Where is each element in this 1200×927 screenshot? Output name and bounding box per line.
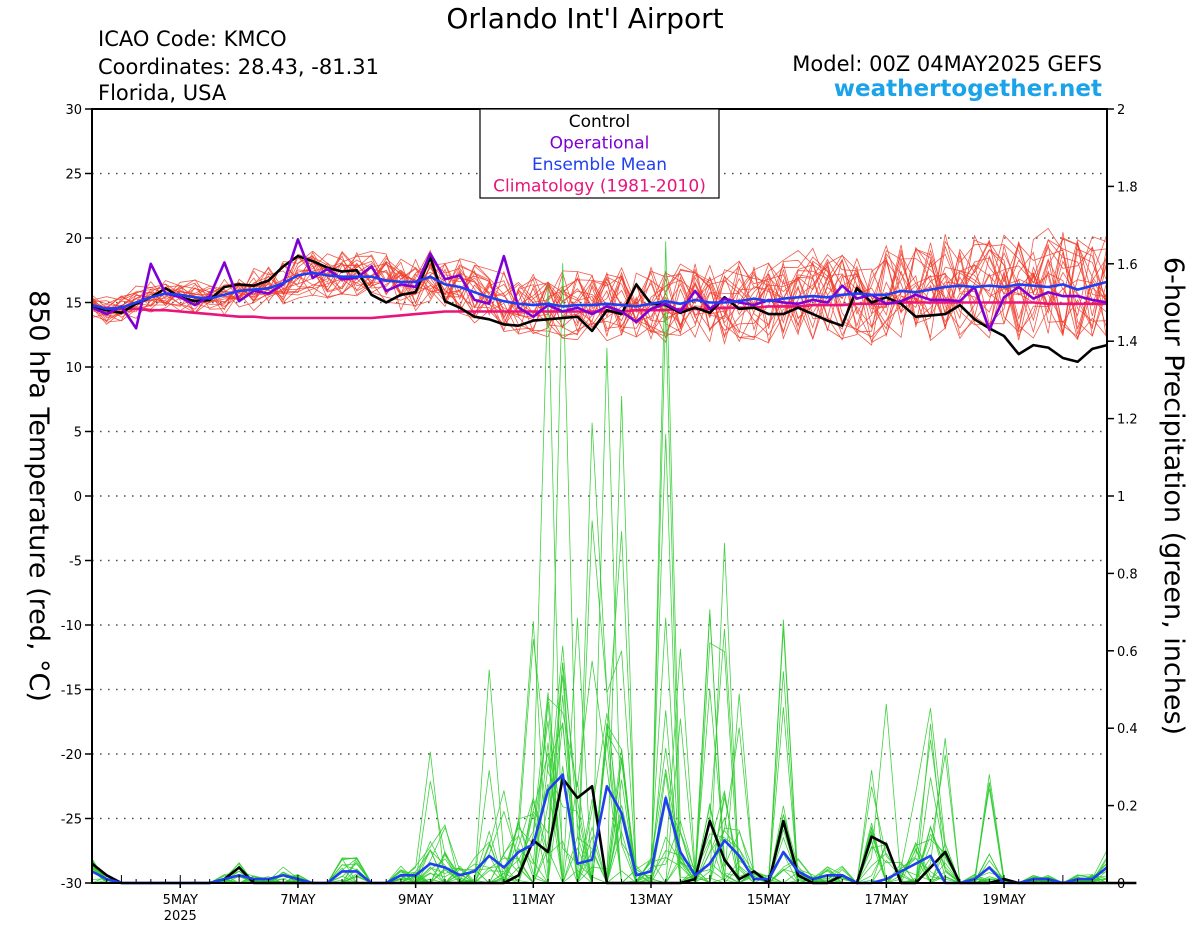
- x-tick-label: 15MAY: [747, 893, 791, 908]
- control-temp-line: [91, 254, 1108, 364]
- y-tick-label: 25: [65, 168, 82, 183]
- legend-entry: Climatology (1981-2010): [493, 177, 706, 197]
- y-tick-label: 30: [65, 103, 82, 118]
- x-tick-label: 13MAY: [629, 893, 673, 908]
- x-tick-year: 2025: [164, 909, 197, 924]
- y-axis-title: 850 hPa Temperature (red, °C): [23, 290, 54, 702]
- legend-entry: Ensemble Mean: [532, 155, 667, 175]
- icao-code: ICAO Code: KMCO: [98, 27, 287, 51]
- y-tick-label: 5: [74, 426, 82, 441]
- y2-axis-title: 6-hour Precipitation (green, inches): [1158, 257, 1189, 735]
- y2-tick-label: 1.6: [1117, 258, 1138, 273]
- y-tick-label: -5: [69, 555, 82, 570]
- grid-lines: [92, 172, 1107, 820]
- y2-tick-label: 1.2: [1117, 413, 1138, 428]
- y2-tick-label: 1.8: [1117, 180, 1138, 195]
- y-tick-label: 20: [65, 232, 82, 247]
- operational-temp-line: [91, 238, 1108, 331]
- y2-tick-label: 2: [1117, 103, 1125, 118]
- coordinates: Coordinates: 28.43, -81.31: [98, 55, 379, 79]
- temp-member-line: [91, 239, 1108, 346]
- y-tick-label: 10: [65, 361, 82, 376]
- legend-entry: Operational: [550, 134, 650, 154]
- ensemble-mean-temp-line: [91, 271, 1108, 311]
- y-tick-label: 15: [65, 297, 82, 312]
- axes: 302520151050-5-10-15-20-25-3021.81.61.41…: [61, 103, 1138, 924]
- precip-member-line: [91, 283, 1107, 884]
- y-tick-label: -15: [61, 684, 82, 699]
- model-run: Model: 00Z 04MAY2025 GEFS: [792, 52, 1102, 76]
- y2-tick-label: 0.6: [1117, 645, 1138, 660]
- precip-member-line: [91, 306, 1108, 884]
- precip-member-line: [91, 662, 1108, 884]
- legend-entry: Control: [569, 112, 630, 132]
- x-tick-label: 11MAY: [512, 893, 556, 908]
- legend-box: [479, 108, 720, 199]
- temp-member-line: [91, 227, 1108, 333]
- y2-tick-label: 0.2: [1117, 800, 1138, 815]
- ensemble-members: [91, 227, 1108, 885]
- chart-title: Orlando Int'l Airport: [446, 2, 724, 35]
- y2-tick-label: 0.4: [1117, 722, 1138, 737]
- x-tick-label: 5MAY: [163, 893, 198, 908]
- y-tick-label: 0: [74, 490, 82, 505]
- y2-tick-label: 0.8: [1117, 567, 1138, 582]
- x-tick-label: 17MAY: [865, 893, 909, 908]
- x-tick-label: 7MAY: [280, 893, 315, 908]
- y-tick-label: -20: [61, 748, 82, 763]
- precip-member-line: [91, 263, 1108, 884]
- x-tick-label: 19MAY: [982, 893, 1026, 908]
- precip-member-line: [91, 660, 1108, 884]
- precip-member-line: [91, 662, 1108, 884]
- y-tick-label: -10: [61, 619, 82, 634]
- temp-member-line: [91, 241, 1108, 344]
- y-tick-label: -30: [61, 877, 82, 892]
- y2-tick-label: 1: [1117, 490, 1125, 505]
- region: Florida, USA: [98, 81, 227, 105]
- y2-tick-label: 1.4: [1117, 335, 1138, 350]
- site-link[interactable]: weathertogether.net: [833, 76, 1102, 102]
- x-tick-label: 9MAY: [398, 893, 433, 908]
- y2-tick-label: 0: [1117, 877, 1125, 892]
- ensemble-mean-precip-line: [91, 773, 1108, 885]
- y-tick-label: -25: [61, 813, 82, 828]
